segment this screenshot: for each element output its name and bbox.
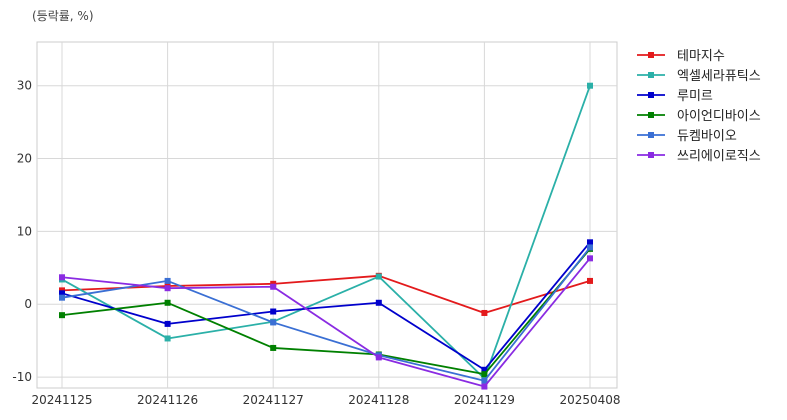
series-lines xyxy=(59,82,593,390)
series-3 xyxy=(59,239,593,373)
y-tick-label: -10 xyxy=(12,370,32,384)
x-axis-ticks: 20241125 20241126 20241127 20241128 20241129… xyxy=(31,393,620,407)
data-point xyxy=(270,319,277,326)
legend-item: 테마지수 xyxy=(637,49,725,64)
legend-label: 듀켐바이오 xyxy=(677,129,737,144)
data-point xyxy=(164,299,171,306)
data-point xyxy=(164,285,171,292)
data-point xyxy=(481,309,488,316)
legend-label: 엑셀세라퓨틱스 xyxy=(677,69,761,84)
series-line xyxy=(61,257,591,388)
data-point xyxy=(481,371,488,378)
grid xyxy=(37,42,617,388)
series-line xyxy=(61,85,591,380)
data-point xyxy=(481,377,488,384)
x-tick-label: 20241127 xyxy=(243,393,304,407)
data-point xyxy=(375,354,382,361)
series-6 xyxy=(59,255,593,390)
x-tick-label: 20250408 xyxy=(559,393,620,407)
data-point xyxy=(270,308,277,315)
x-tick-label: 20241125 xyxy=(31,393,92,407)
data-point xyxy=(59,290,65,297)
legend-item: 엑셀세라퓨틱스 xyxy=(637,69,761,84)
series-line xyxy=(61,246,591,382)
data-point xyxy=(481,383,488,390)
legend-label: 아이언디바이스 xyxy=(677,109,761,124)
legend-label: 테마지수 xyxy=(677,49,725,64)
data-point xyxy=(270,344,277,351)
data-point xyxy=(587,82,593,89)
legend-marker xyxy=(648,72,654,78)
legend-marker xyxy=(648,112,654,118)
legend-item: 듀켐바이오 xyxy=(637,129,737,144)
legend-marker xyxy=(648,152,654,158)
series-line xyxy=(61,248,591,376)
data-point xyxy=(587,239,593,246)
data-point xyxy=(164,320,171,327)
x-tick-label: 20241126 xyxy=(137,393,198,407)
legend-label: 루미르 xyxy=(677,89,713,104)
series-line xyxy=(61,241,591,371)
data-point xyxy=(59,294,65,301)
legend-marker xyxy=(648,52,654,58)
data-point xyxy=(587,244,593,251)
legend-marker xyxy=(648,92,654,98)
data-point xyxy=(375,273,382,280)
legend-label: 쓰리에이로직스 xyxy=(677,149,761,164)
y-tick-label: 0 xyxy=(24,297,32,311)
legend-item: 쓰리에이로직스 xyxy=(637,149,761,164)
data-point xyxy=(59,312,65,319)
data-point xyxy=(164,335,171,342)
y-axis-ticks: -10 0 10 20 30 xyxy=(12,79,32,384)
data-point xyxy=(375,299,382,306)
data-point xyxy=(587,277,593,284)
y-tick-label: 30 xyxy=(17,79,32,93)
y-tick-label: 10 xyxy=(17,224,32,238)
data-point xyxy=(59,274,65,281)
legend-marker xyxy=(648,132,654,138)
plot-area xyxy=(36,41,618,389)
y-tick-label: 20 xyxy=(17,152,32,166)
x-tick-label: 20241129 xyxy=(454,393,515,407)
data-point xyxy=(587,255,593,262)
data-point xyxy=(270,283,277,290)
legend-item: 아이언디바이스 xyxy=(637,109,761,124)
data-point xyxy=(164,277,171,284)
legend-item: 루미르 xyxy=(637,89,713,104)
x-tick-label: 20241128 xyxy=(348,393,409,407)
y-axis-label: (등락률, %) xyxy=(32,9,94,23)
data-point xyxy=(481,366,488,373)
